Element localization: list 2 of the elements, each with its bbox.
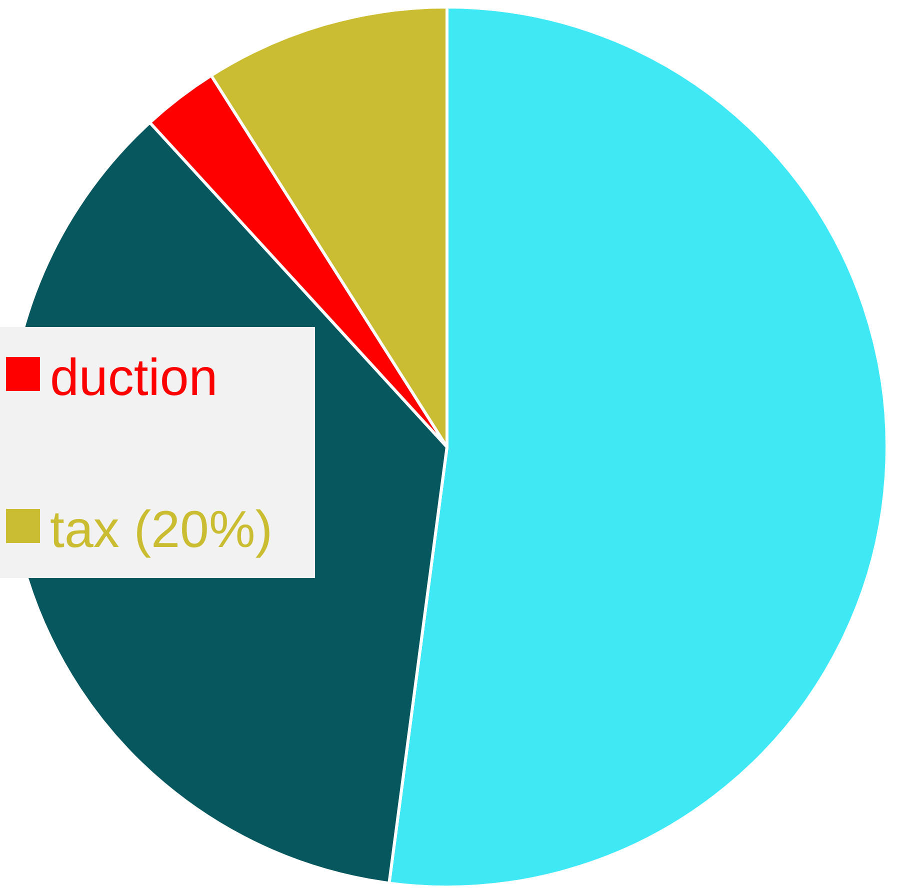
- legend-label: tax (20%): [50, 501, 273, 559]
- legend-label: duction: [50, 349, 218, 407]
